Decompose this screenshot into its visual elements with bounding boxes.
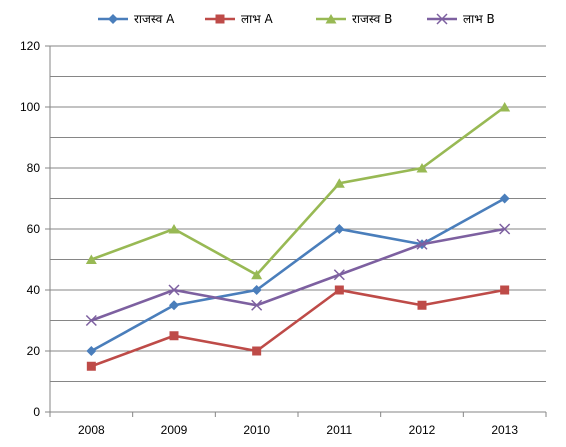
series-line xyxy=(90,105,506,277)
series-1 xyxy=(86,193,510,356)
data-point xyxy=(499,193,510,204)
y-tick-label: 80 xyxy=(27,161,41,175)
legend-marker xyxy=(436,13,448,25)
series-line xyxy=(90,197,506,353)
x-tick-label: 2011 xyxy=(326,423,352,437)
x-tick-label: 2013 xyxy=(491,423,518,437)
series-line xyxy=(90,288,505,368)
data-point xyxy=(168,224,180,234)
x-tick-label: 2009 xyxy=(161,423,188,437)
data-point xyxy=(416,163,428,173)
data-point xyxy=(334,285,344,295)
data-point xyxy=(333,178,345,188)
data-point xyxy=(417,300,427,310)
data-point xyxy=(168,284,180,296)
series-line xyxy=(90,227,505,322)
data-point xyxy=(85,314,97,327)
legend-marker xyxy=(325,14,337,24)
data-point xyxy=(251,299,263,311)
y-axis-ticks: 0 20 40 60 80 100 120 xyxy=(20,39,50,419)
series-4 xyxy=(85,223,511,327)
data-point xyxy=(86,361,96,371)
gridlines xyxy=(50,45,546,382)
legend-label: लाभ A xyxy=(241,12,273,26)
legend-label: लाभ B xyxy=(463,12,495,26)
x-axis-ticks: 2008 2009 2010 2011 2012 2013 xyxy=(49,412,547,437)
data-point xyxy=(416,238,428,250)
y-tick-label: 120 xyxy=(20,39,40,53)
y-tick-label: 0 xyxy=(33,405,40,419)
x-tick-label: 2008 xyxy=(78,423,105,437)
data-point xyxy=(251,285,262,295)
series-3 xyxy=(85,102,511,280)
data-point xyxy=(252,346,262,356)
legend-item: लाभ B xyxy=(427,12,495,26)
data-point xyxy=(169,331,179,341)
data-point xyxy=(85,254,97,264)
y-tick-label: 60 xyxy=(27,222,41,236)
y-tick-label: 100 xyxy=(20,100,40,114)
legend-marker xyxy=(215,14,225,24)
legend-item: लाभ A xyxy=(205,12,273,26)
data-point xyxy=(500,285,510,295)
x-tick-label: 2012 xyxy=(409,423,436,437)
x-tick-label: 2010 xyxy=(243,423,270,437)
data-point xyxy=(169,300,179,311)
legend-marker xyxy=(108,14,118,24)
series-group xyxy=(85,102,511,371)
legend-item: राजस्व A xyxy=(98,12,175,26)
y-tick-label: 20 xyxy=(27,344,41,358)
data-point xyxy=(251,269,263,280)
data-point xyxy=(499,102,511,112)
data-point xyxy=(334,224,345,234)
y-tick-label: 40 xyxy=(27,283,41,297)
legend-item: राजस्व B xyxy=(316,12,392,26)
data-point xyxy=(333,269,345,281)
data-point xyxy=(86,346,97,356)
data-point xyxy=(499,223,511,235)
legend-label: राजस्व B xyxy=(352,12,392,26)
legend-label: राजस्व A xyxy=(134,12,175,26)
legend: राजस्व A लाभ A राजस्व B लाभ B xyxy=(98,12,495,26)
series-2 xyxy=(86,285,510,371)
